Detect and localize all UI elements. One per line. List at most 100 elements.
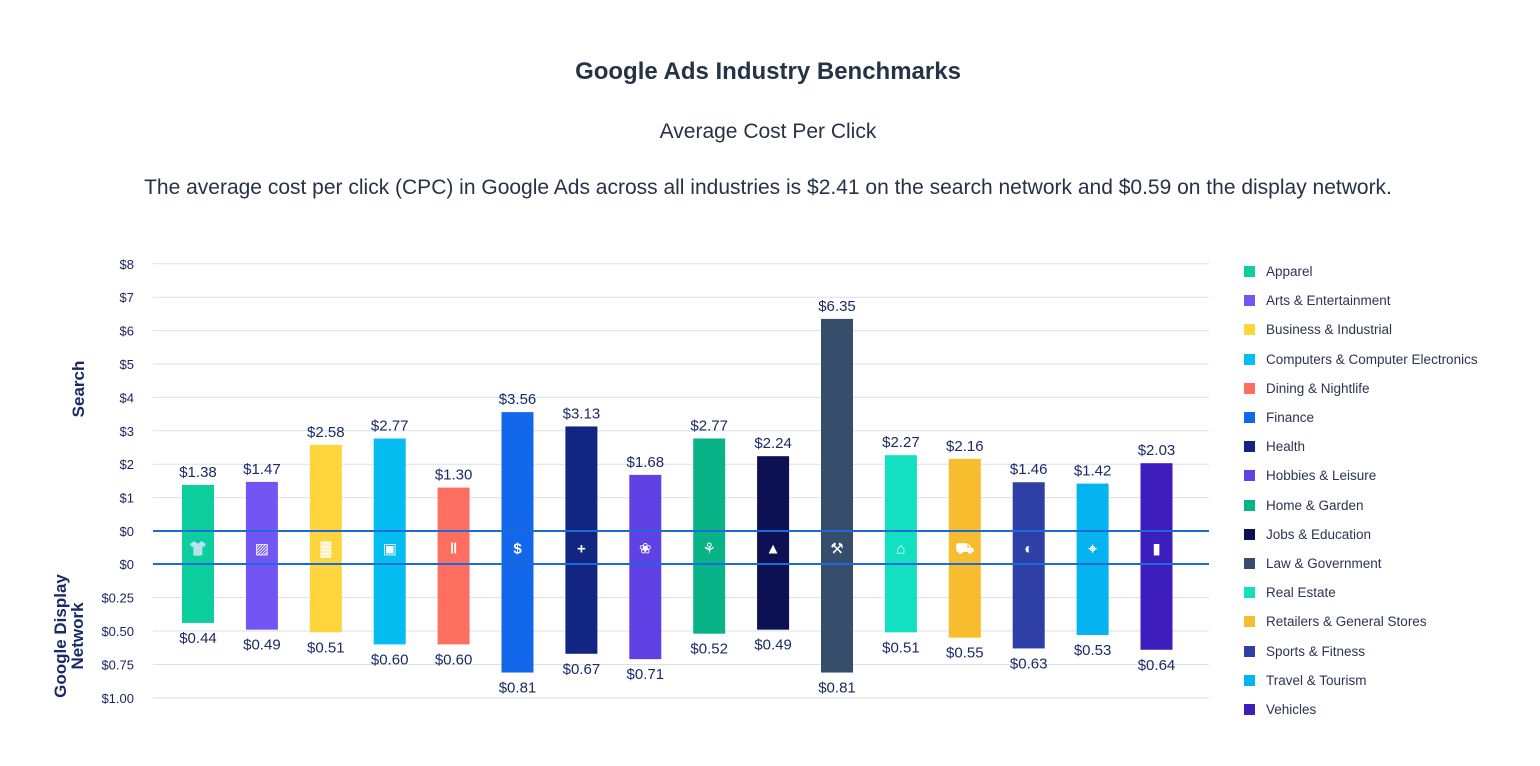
y-tick-label: $3 xyxy=(120,424,134,439)
search-value-label: $2.24 xyxy=(754,435,792,452)
search-bar xyxy=(629,474,662,531)
y-tick-label: $0 xyxy=(120,524,134,539)
search-value-label: $6.35 xyxy=(818,298,856,315)
display-axis-label: Google DisplayNetwork xyxy=(51,574,87,698)
legend-swatch xyxy=(1244,528,1255,540)
display-value-label: $0.60 xyxy=(435,651,473,668)
display-bar xyxy=(245,564,278,630)
legend-swatch xyxy=(1244,674,1255,686)
icon-band xyxy=(309,531,342,564)
legend-item: Retailers & General Stores xyxy=(1244,607,1478,636)
legend-swatch xyxy=(1244,470,1255,482)
yarn-ball-icon: ❀ xyxy=(639,541,652,558)
legend-label: Apparel xyxy=(1266,264,1313,280)
display-value-label: $0.60 xyxy=(371,651,409,668)
legend-label: Dining & Nightlife xyxy=(1266,380,1370,396)
y-tick-label: $0.50 xyxy=(101,624,134,639)
y-tick-label: $1 xyxy=(120,491,134,506)
y-tick-label: $8 xyxy=(120,257,134,272)
picture-icon: ▨ xyxy=(255,541,269,558)
ball-icon: ◐ xyxy=(1024,541,1033,558)
search-value-label: $2.58 xyxy=(307,424,345,441)
legend-label: Home & Garden xyxy=(1266,497,1364,513)
legend-swatch xyxy=(1244,499,1255,511)
legend-item: Apparel xyxy=(1244,257,1478,286)
legend-swatch xyxy=(1244,616,1255,628)
chart-description: The average cost per click (CPC) in Goog… xyxy=(144,176,1392,199)
legend-item: Hobbies & Leisure xyxy=(1244,461,1478,490)
y-tick-label: $6 xyxy=(120,324,134,339)
search-value-label: $2.77 xyxy=(371,417,409,434)
search-bar xyxy=(1076,483,1109,531)
display-value-label: $0.52 xyxy=(690,641,728,658)
flower-icon: ⚘ xyxy=(702,541,715,558)
legend-label: Business & Industrial xyxy=(1266,322,1393,338)
utensils-icon: ‖ xyxy=(450,541,457,558)
icon-band xyxy=(693,531,726,564)
y-tick-label: $7 xyxy=(120,290,134,305)
search-bar xyxy=(309,444,342,531)
icon-band xyxy=(245,531,278,564)
search-bar xyxy=(437,487,470,531)
bar-group: + $3.13 $0.67 xyxy=(563,405,601,677)
display-bar xyxy=(948,564,981,638)
cpc-bar-chart: $0 $1 $2 $3 $4 $5 $6 $7 $8 $0 $0.25 $0.50 $0.75 $1.00… xyxy=(51,257,1209,706)
chart-title: Google Ads Industry Benchmarks xyxy=(575,58,961,85)
legend-swatch xyxy=(1244,266,1255,278)
factory-icon: ▓ xyxy=(320,541,331,559)
shirt-icon: 👕 xyxy=(189,541,208,558)
legend-item: Vehicles xyxy=(1244,695,1478,724)
display-value-label: $0.67 xyxy=(563,661,601,678)
chart-legend: Apparel Arts & Entertainment Business & In… xyxy=(1244,257,1478,724)
legend-swatch xyxy=(1244,412,1255,424)
search-bar xyxy=(884,455,917,531)
medical-kit-icon: + xyxy=(577,541,586,558)
bar-group: ▮ $2.03 $0.64 xyxy=(1138,442,1176,674)
bar-group: 👕 $1.38 $0.44 xyxy=(179,464,217,647)
legend-item: Law & Government xyxy=(1244,549,1478,578)
display-value-label: $0.55 xyxy=(946,645,984,662)
bar-group: ◐ $1.46 $0.63 xyxy=(1010,461,1048,672)
icon-band xyxy=(1140,531,1173,564)
legend-item: Travel & Tourism xyxy=(1244,666,1478,695)
icon-band xyxy=(501,531,534,564)
display-bar xyxy=(693,564,726,634)
display-value-label: $0.81 xyxy=(818,680,856,697)
legend-swatch xyxy=(1244,324,1255,336)
legend-swatch xyxy=(1244,587,1255,599)
bar-group: ▣ $2.77 $0.60 xyxy=(371,417,409,668)
display-bar xyxy=(1012,564,1045,649)
display-value-label: $0.51 xyxy=(307,639,345,656)
display-value-label: $0.64 xyxy=(1138,657,1176,674)
display-bar xyxy=(821,564,853,673)
display-bar xyxy=(373,564,406,645)
bar-group: $ $3.56 $0.81 xyxy=(499,391,537,696)
y-tick-label: $5 xyxy=(120,357,134,372)
icon-band xyxy=(437,531,470,564)
icon-band xyxy=(884,531,917,564)
map-pin-icon: ⌖ xyxy=(1087,541,1097,558)
bar-group: ⌖ $1.42 $0.53 xyxy=(1074,463,1112,659)
search-value-label: $2.03 xyxy=(1138,442,1176,459)
laptop-icon: ▣ xyxy=(383,541,397,558)
search-bar xyxy=(501,412,534,531)
display-bar xyxy=(1140,564,1173,650)
legend-label: Health xyxy=(1266,439,1306,455)
display-bar xyxy=(1076,564,1109,636)
legend-label: Real Estate xyxy=(1266,585,1336,601)
legend-label: Vehicles xyxy=(1266,701,1317,717)
display-value-label: $0.71 xyxy=(627,666,665,683)
legend-label: Sports & Fitness xyxy=(1266,643,1366,659)
search-bar xyxy=(245,481,278,531)
search-bar xyxy=(821,318,853,531)
icon-band xyxy=(182,531,214,564)
legend-label: Retailers & General Stores xyxy=(1266,614,1427,630)
legend-swatch xyxy=(1244,353,1255,365)
legend-label: Arts & Entertainment xyxy=(1266,293,1391,309)
search-value-label: $1.42 xyxy=(1074,463,1112,480)
display-bar xyxy=(884,564,917,633)
search-bar xyxy=(182,484,214,531)
y-tick-label: $0.75 xyxy=(101,658,134,673)
legend-item: Jobs & Education xyxy=(1244,520,1478,549)
y-tick-label: $2 xyxy=(120,457,134,472)
